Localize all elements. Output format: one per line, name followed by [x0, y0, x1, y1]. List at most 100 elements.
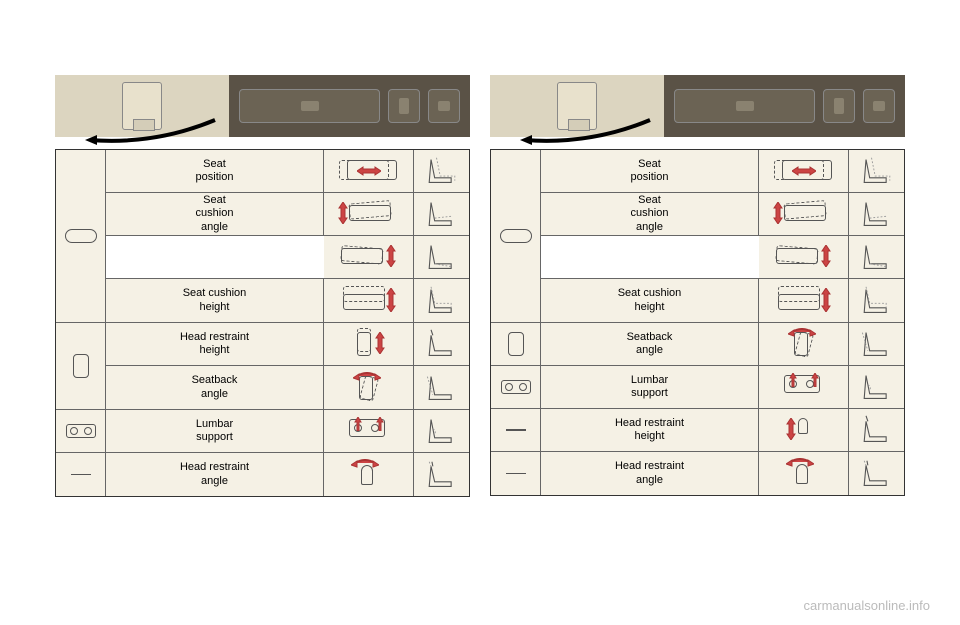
control-diagram [324, 193, 414, 235]
seat-result [849, 452, 904, 495]
control-diagram [324, 366, 414, 409]
function-label: Lumbarsupport [541, 366, 759, 408]
watermark: carmanualsonline.info [804, 598, 930, 613]
table-row: Seatbackangle [491, 323, 904, 366]
panel-button [428, 89, 460, 123]
seat-photo [490, 75, 664, 137]
switch-cell [491, 409, 541, 451]
control-diagram [324, 279, 414, 322]
dash-icon [71, 474, 91, 476]
seat-photo [55, 75, 229, 137]
control-diagram [759, 409, 849, 451]
seat-result [414, 279, 469, 322]
right-panel: Seatposition [490, 75, 905, 497]
seat-result [849, 193, 904, 235]
table-row: Head restraintangle [491, 452, 904, 495]
seat-result [414, 236, 469, 278]
row-group: Seatposition [56, 150, 469, 323]
panel-button [823, 89, 855, 123]
left-table: Seatposition [55, 149, 470, 497]
seat-result [849, 323, 904, 365]
seat-sketch-icon [557, 82, 597, 130]
function-label: Seatbackangle [541, 323, 759, 365]
seat-result [414, 193, 469, 235]
control-diagram [759, 150, 849, 192]
lumbar-switch-icon [66, 424, 96, 438]
switch-cell [491, 452, 541, 495]
seat-result [414, 323, 469, 365]
vertical-switch-icon [508, 332, 524, 356]
function-label: Seatposition [541, 150, 759, 192]
switch-cell [56, 453, 106, 496]
seat-result [849, 236, 904, 278]
control-diagram [324, 236, 414, 278]
seat-result [849, 150, 904, 192]
control-diagram [759, 279, 849, 322]
control-diagram [324, 150, 414, 192]
control-diagram [759, 236, 849, 278]
function-label: Head restraintheight [541, 409, 759, 451]
control-diagram [759, 323, 849, 365]
switch-cell [56, 323, 106, 409]
control-diagram [759, 452, 849, 495]
switch-cell [56, 410, 106, 452]
dash-icon [506, 429, 526, 431]
switch-cell [491, 150, 541, 322]
seat-result [849, 366, 904, 408]
horizontal-slider-icon [500, 229, 532, 243]
control-panel-photo [229, 75, 470, 137]
panel-button [388, 89, 420, 123]
right-photo-strip [490, 75, 905, 137]
row-group: Head restraintheight [56, 323, 469, 410]
table-row: Seat cushionheight [106, 279, 469, 322]
right-table: Seatposition [490, 149, 905, 496]
function-label: Seat cushionheight [541, 279, 759, 322]
function-label: Lumbarsupport [106, 410, 324, 452]
table-row [541, 236, 904, 279]
control-panel-photo [664, 75, 905, 137]
main-container: Seatposition [0, 0, 960, 517]
function-label: Seat cushionheight [106, 279, 324, 322]
seat-sketch-icon [122, 82, 162, 130]
function-label: Head restraintangle [541, 452, 759, 495]
table-row: Seatcushionangle [541, 193, 904, 236]
lumbar-switch-icon [501, 380, 531, 394]
table-row: Seatposition [541, 150, 904, 193]
table-row [106, 236, 469, 279]
control-diagram [324, 410, 414, 452]
function-label: Seatcushionangle [106, 193, 324, 235]
control-diagram [324, 453, 414, 496]
seat-result [414, 150, 469, 192]
table-row: Seatbackangle [106, 366, 469, 409]
function-label: Seatcushionangle [541, 193, 759, 235]
table-row: Lumbarsupport [491, 366, 904, 409]
table-row: Head restraintangle [56, 453, 469, 496]
function-label: Seatposition [106, 150, 324, 192]
table-row: Seatposition [106, 150, 469, 193]
table-row: Head restraintheight [106, 323, 469, 366]
panel-button [674, 89, 815, 123]
panel-button [239, 89, 380, 123]
seat-result [849, 409, 904, 451]
switch-cell [491, 323, 541, 365]
table-row: Head restraintheight [491, 409, 904, 452]
table-row: Lumbarsupport [56, 410, 469, 453]
seat-result [849, 279, 904, 322]
left-photo-strip [55, 75, 470, 137]
function-label: Head restraintangle [106, 453, 324, 496]
control-diagram [759, 193, 849, 235]
table-row: Seatcushionangle [106, 193, 469, 236]
horizontal-slider-icon [65, 229, 97, 243]
dash-icon [506, 473, 526, 475]
control-diagram [324, 323, 414, 365]
vertical-switch-icon [73, 354, 89, 378]
table-row: Seat cushionheight [541, 279, 904, 322]
seat-result [414, 366, 469, 409]
left-panel: Seatposition [55, 75, 470, 497]
function-label: Seatbackangle [106, 366, 324, 409]
function-label: Head restraintheight [106, 323, 324, 365]
seat-result [414, 410, 469, 452]
seat-result [414, 453, 469, 496]
panel-button [863, 89, 895, 123]
control-diagram [759, 366, 849, 408]
